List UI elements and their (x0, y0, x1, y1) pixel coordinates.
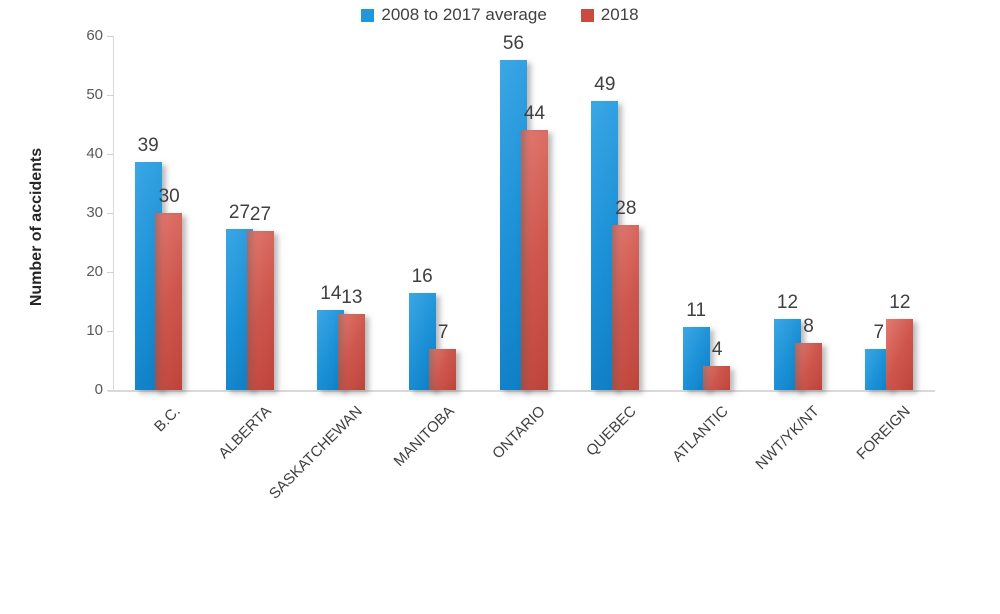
bar-2018-nwt-yk-nt (794, 342, 822, 390)
y-tick-label: 60 (86, 27, 103, 44)
y-tick-label: 20 (86, 263, 103, 280)
value-label-2018-saskatchewan: 13 (341, 286, 363, 308)
value-label-2018-nwt-yk-nt: 8 (803, 315, 814, 337)
bar-2018-b-c (155, 213, 183, 390)
value-label-2008-to-2017-average-nwt-yk-nt: 12 (776, 292, 799, 314)
legend-item-2018: 2018 (580, 5, 639, 25)
y-tick-label: 30 (86, 204, 103, 221)
value-label-2018-b-c: 30 (158, 186, 180, 207)
legend-item-2008-to-2017-average: 2008 to 2017 average (361, 5, 547, 25)
value-label-2018-alberta: 27 (249, 204, 272, 226)
legend: 2008 to 2017 average 2018 (0, 0, 1000, 30)
value-label-2008-to-2017-average-atlantic: 11 (686, 300, 707, 322)
legend-label-2018: 2018 (600, 5, 639, 24)
bar-2018-manitoba (429, 348, 457, 390)
value-label-2008-to-2017-average-manitoba: 16 (411, 266, 433, 288)
y-tick-label: 10 (86, 322, 103, 339)
value-label-2008-to-2017-average-ontario: 56 (502, 32, 525, 54)
bar-2018-saskatchewan (337, 313, 365, 390)
bar-2018-foreign (885, 319, 913, 390)
value-label-2018-manitoba: 7 (437, 321, 449, 343)
y-tick (107, 154, 113, 155)
y-tick (107, 272, 113, 273)
value-label-2008-to-2017-average-alberta: 27 (228, 201, 251, 223)
y-tick-label: 0 (94, 381, 103, 398)
legend-label-2008-to-2017-average: 2008 to 2017 average (381, 5, 547, 24)
bar-2018-quebec (611, 224, 639, 390)
bar-2018-atlantic (703, 366, 731, 390)
value-label-2018-ontario: 44 (523, 103, 546, 125)
y-tick-label: 40 (86, 145, 103, 162)
y-tick (107, 213, 113, 214)
y-tick (107, 36, 113, 37)
bar-2018-alberta (246, 231, 274, 390)
y-tick (107, 331, 113, 332)
y-tick-label: 50 (86, 86, 103, 103)
bar-2018-ontario (520, 130, 548, 390)
value-label-2018-atlantic: 4 (711, 339, 723, 361)
x-axis-line (108, 390, 935, 392)
value-label-2008-to-2017-average-foreign: 7 (873, 322, 885, 344)
legend-swatch-icon-2008-to-2017-average (361, 8, 375, 22)
value-label-2008-to-2017-average-quebec: 49 (594, 73, 616, 95)
y-tick (107, 95, 113, 96)
legend-swatch-icon-2018 (580, 8, 594, 22)
value-label-2008-to-2017-average-saskatchewan: 14 (320, 283, 342, 305)
value-label-2008-to-2017-average-b-c: 39 (137, 134, 159, 156)
y-axis-line (113, 36, 114, 390)
value-label-2018-foreign: 12 (889, 292, 911, 314)
value-label-2018-quebec: 28 (615, 197, 637, 219)
